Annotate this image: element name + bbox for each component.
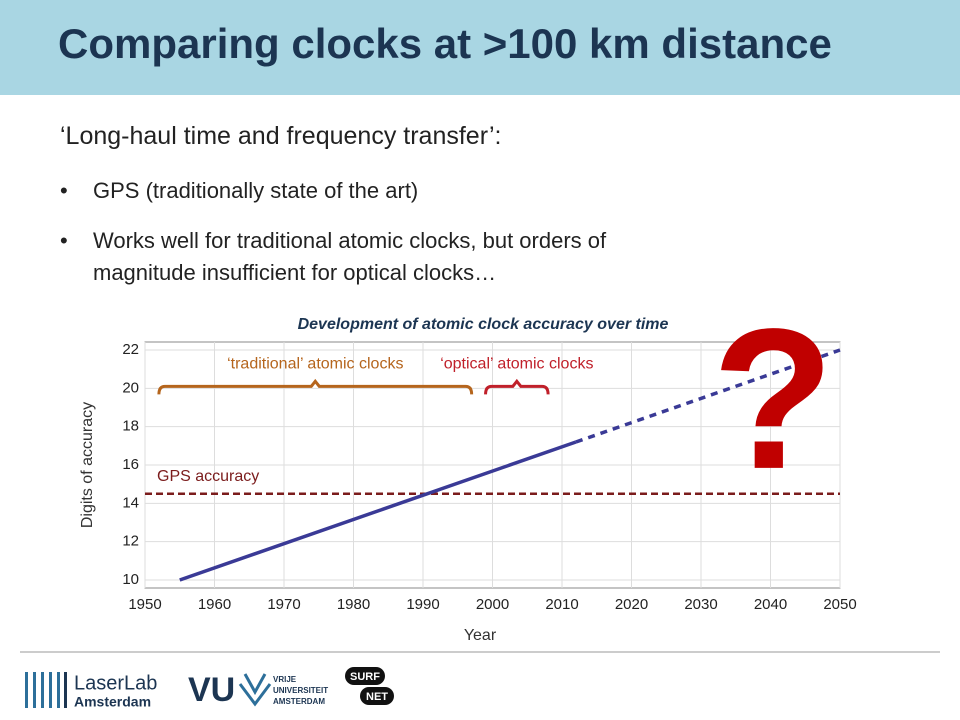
logo-text: SURF — [350, 671, 380, 683]
x-axis-label: Year — [464, 627, 497, 644]
annotation: ? — [712, 288, 834, 511]
y-tick-label: 12 — [122, 533, 139, 550]
logo-text: AMSTERDAM — [273, 697, 325, 706]
reference-label: GPS accuracy — [157, 468, 259, 485]
x-tick-label: 2030 — [684, 596, 717, 613]
vu-logo: VU VRIJE UNIVERSITEIT AMSTERDAM — [188, 671, 328, 709]
x-tick-label: 1950 — [128, 596, 161, 613]
bracket-label: ‘optical’ atomic clocks — [440, 356, 593, 373]
logo-bar — [49, 672, 52, 708]
logo-griffin — [238, 673, 272, 707]
y-tick-label: 14 — [122, 494, 139, 511]
logo-text: NET — [366, 691, 388, 703]
bracket — [157, 378, 474, 395]
bullet-text: GPS (traditionally state of the art) — [93, 178, 419, 203]
slide-title: Comparing clocks at >100 km distance — [58, 20, 832, 67]
y-tick-label: 10 — [122, 571, 139, 588]
x-tick-label: 1960 — [198, 596, 231, 613]
bullet-dot: • — [60, 178, 68, 203]
bullet: • Works well for traditional atomic clock… — [60, 225, 910, 289]
surfnet-logo: SURF NET — [345, 667, 394, 705]
logo-bar — [25, 672, 28, 708]
y-tick-label: 22 — [122, 341, 139, 358]
bracket — [484, 378, 550, 395]
logo-pill — [345, 667, 385, 685]
logo-text: VU — [188, 671, 235, 709]
logo-bar — [64, 672, 67, 708]
x-tick-label: 1970 — [267, 596, 300, 613]
bracket-label: ‘traditional’ atomic clocks — [227, 356, 403, 373]
logo-text: UNIVERSITEIT — [273, 686, 328, 695]
subtitle: ‘Long-haul time and frequency transfer’: — [60, 122, 502, 150]
x-tick-label: 1980 — [337, 596, 370, 613]
logo-pill — [360, 687, 394, 705]
bullet-dot: • — [60, 228, 68, 253]
x-tick-label: 2010 — [545, 596, 578, 613]
x-tick-label: 2050 — [823, 596, 856, 613]
bullet-text: Works well for traditional atomic clocks… — [93, 228, 607, 253]
y-tick-label: 16 — [122, 456, 139, 473]
logo-text: VRIJE — [273, 675, 297, 684]
y-tick-label: 18 — [122, 418, 139, 435]
laserlab-logo: LaserLab Amsterdam — [25, 672, 157, 710]
bullet: • GPS (traditionally state of the art) — [60, 175, 910, 207]
x-tick-label: 2040 — [754, 596, 787, 613]
logo-text: LaserLab — [74, 672, 157, 694]
y-tick-label: 20 — [122, 379, 139, 396]
logo-bar — [41, 672, 44, 708]
header-band — [0, 0, 960, 95]
data-line — [179, 440, 577, 582]
y-axis-label: Digits of accuracy — [79, 402, 96, 528]
logo-text: Amsterdam — [74, 694, 151, 710]
bullet-text: magnitude insufficient for optical clock… — [93, 260, 497, 285]
x-tick-label: 2020 — [615, 596, 648, 613]
x-tick-label: 2000 — [476, 596, 509, 613]
logo-bar — [33, 672, 36, 708]
chart-title: Development of atomic clock accuracy ove… — [298, 316, 669, 333]
x-tick-label: 1990 — [406, 596, 439, 613]
logo-bar — [57, 672, 60, 708]
